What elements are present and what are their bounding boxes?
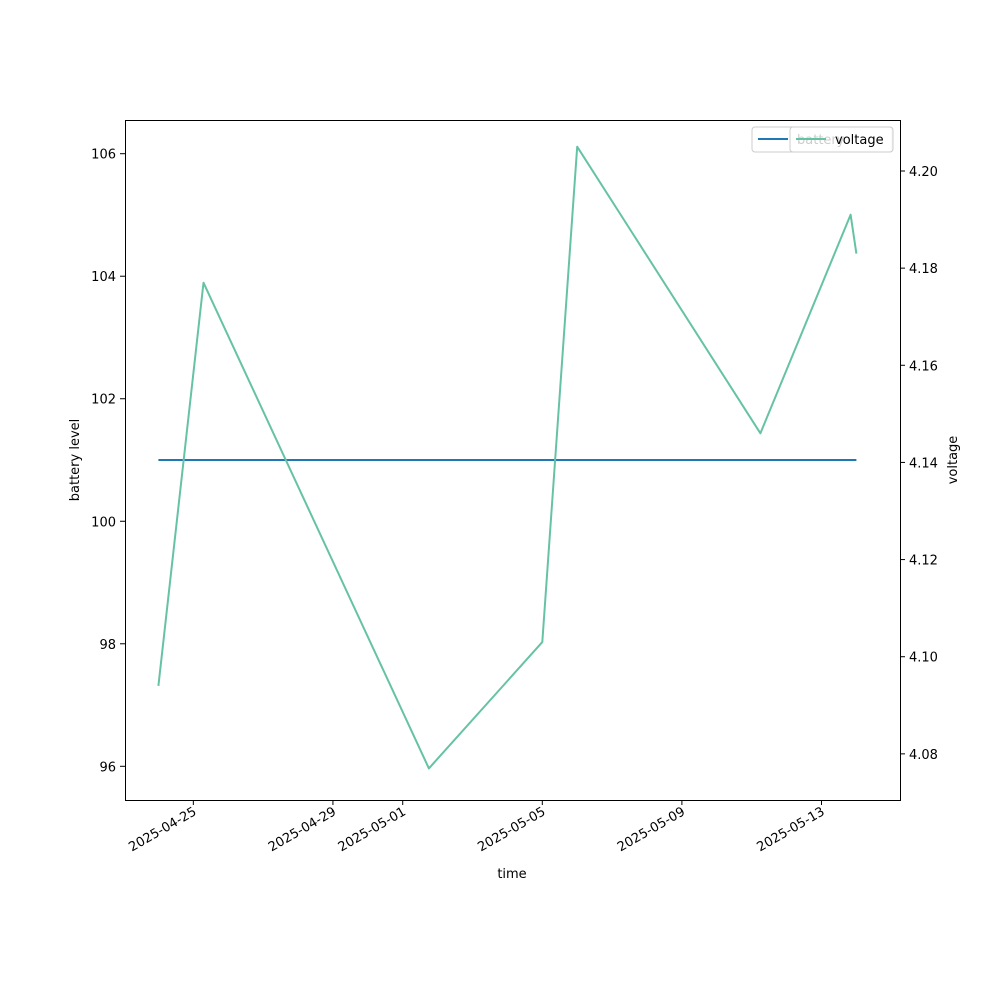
y-right-tick-label: 4.12 <box>909 554 938 569</box>
y-right-tick-label: 4.18 <box>909 262 938 277</box>
y-right-tick-label: 4.20 <box>909 165 938 180</box>
y-left-tick-label: 100 <box>91 515 116 530</box>
x-tick-label: 2025-04-29 <box>266 804 339 855</box>
y-right-axis-ticks: 4.08 4.10 4.12 4.14 4.16 4.18 4.20 <box>900 165 938 763</box>
y-right-tick-label: 4.14 <box>909 456 938 471</box>
y-right-axis-title: voltage <box>946 436 961 485</box>
x-axis-title: time <box>497 867 526 882</box>
x-tick-label: 2025-04-25 <box>126 804 199 855</box>
y-right-tick-label: 4.08 <box>909 748 938 763</box>
legend-frame <box>789 126 894 153</box>
legends: batteryvoltage <box>751 126 894 153</box>
y-left-tick-label: 96 <box>99 760 116 775</box>
plot-lines <box>157 145 858 770</box>
x-tick-label: 2025-05-05 <box>475 804 548 855</box>
y-left-tick-label: 102 <box>91 393 116 408</box>
y-right-tick-label: 4.16 <box>909 359 938 374</box>
y-left-tick-label: 106 <box>91 148 116 163</box>
plot-frame <box>125 120 901 801</box>
x-tick-label: 2025-05-09 <box>615 804 688 855</box>
y-left-axis-title: battery level <box>68 419 83 502</box>
series-line-voltage <box>157 145 858 770</box>
x-tick-label: 2025-05-13 <box>755 804 828 855</box>
y-left-tick-label: 104 <box>91 270 116 285</box>
y-left-tick-label: 98 <box>99 638 116 653</box>
y-left-axis-ticks: 96 98 100 102 104 106 <box>91 148 125 775</box>
y-right-tick-label: 4.10 <box>909 651 938 666</box>
legend-label: voltage <box>835 133 884 148</box>
x-tick-label: 2025-05-01 <box>336 804 409 855</box>
legend-box-voltage: voltage <box>789 126 894 153</box>
